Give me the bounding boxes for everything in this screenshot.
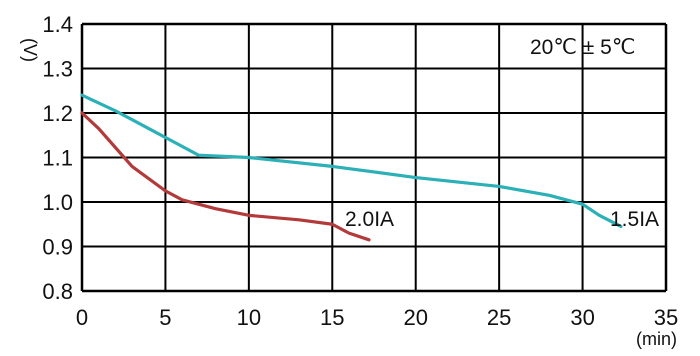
x-tick-label-10: 10 bbox=[237, 305, 261, 330]
y-tick-label-1.0: 1.0 bbox=[42, 190, 73, 215]
y-tick-label-1.1: 1.1 bbox=[42, 146, 73, 171]
x-tick-label-25: 25 bbox=[487, 305, 511, 330]
series-layer bbox=[80, 93, 623, 242]
x-axis-label: (min) bbox=[636, 329, 677, 349]
y-tick-label-1.3: 1.3 bbox=[42, 57, 73, 82]
y-tick-label-1.4: 1.4 bbox=[42, 12, 73, 37]
x-tick-label-20: 20 bbox=[403, 305, 427, 330]
x-tick-label-5: 5 bbox=[159, 305, 171, 330]
x-tick-label-0: 0 bbox=[76, 305, 88, 330]
y-axis-label: (V) bbox=[20, 38, 40, 62]
text-layer: (V) (min) 20℃ ± 5℃ 1.5IA 2.0IA 0 5 10 15 20 2… bbox=[20, 12, 678, 349]
series-label-1-5ia: 1.5IA bbox=[610, 208, 659, 231]
y-tick-label-0.8: 0.8 bbox=[42, 279, 73, 304]
grid-layer bbox=[80, 22, 668, 293]
y-tick-label-0.9: 0.9 bbox=[42, 235, 73, 260]
y-tick-label-1.2: 1.2 bbox=[42, 101, 73, 126]
series-line-1 bbox=[80, 111, 371, 242]
temperature-annotation: 20℃ ± 5℃ bbox=[530, 36, 635, 59]
x-tick-label-15: 15 bbox=[320, 305, 344, 330]
x-tick-label-30: 30 bbox=[570, 305, 594, 330]
x-tick-label-35: 35 bbox=[654, 305, 678, 330]
series-label-2-0ia: 2.0IA bbox=[345, 208, 394, 231]
series-line-0 bbox=[80, 93, 623, 229]
